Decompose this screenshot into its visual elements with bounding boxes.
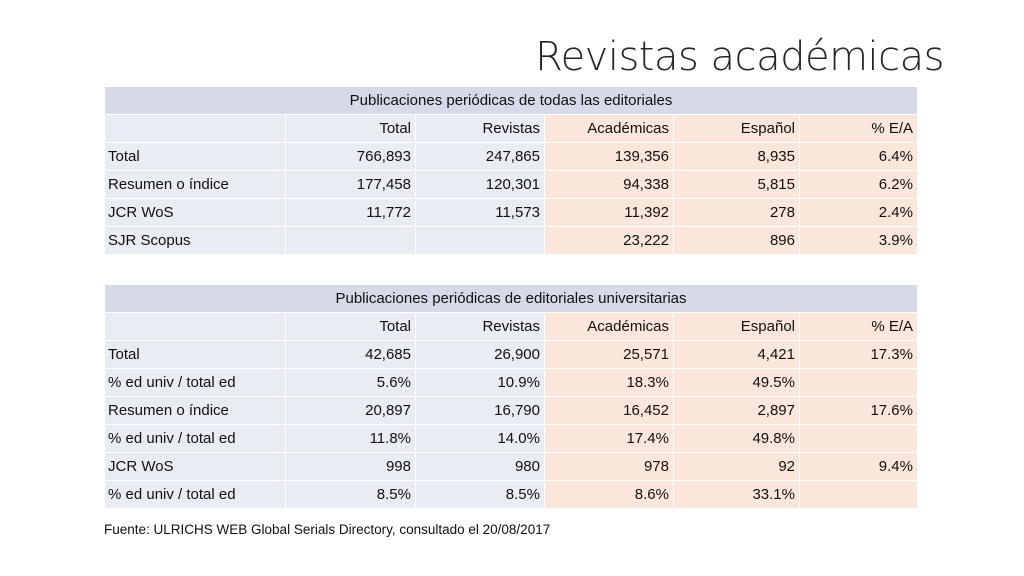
column-header: [104, 312, 286, 341]
table-cell: 8,935: [673, 142, 800, 171]
table-cell: 42,685: [285, 340, 416, 369]
table-caption: Publicaciones periódicas de todas las ed…: [104, 86, 918, 115]
table-cell: 11,772: [285, 198, 416, 227]
table-cell: 766,893: [285, 142, 416, 171]
row-label: JCR WoS: [104, 198, 286, 227]
table-cell: [799, 368, 918, 397]
table-cell: [415, 226, 545, 255]
table-header-row: Total Revistas Académicas Español% E/A: [104, 312, 918, 341]
table-row: Resumen o índice 20,897 16,790 16,452 2,897 1…: [104, 396, 918, 425]
table-cell: 8.6%: [544, 480, 674, 509]
table-cell: 20,897: [285, 396, 416, 425]
table-cell: 278: [673, 198, 800, 227]
table-cell: 2.4%: [799, 198, 918, 227]
table-cell: 120,301: [415, 170, 545, 199]
table-cell: 14.0%: [415, 424, 545, 453]
column-header: Revistas: [415, 312, 545, 341]
table-cell: [285, 226, 416, 255]
table-row: Resumen o índice 177,458 120,301 94,338 5,81…: [104, 170, 918, 199]
table-cell: 11,573: [415, 198, 545, 227]
table-cell: 247,865: [415, 142, 545, 171]
row-label: % ed univ / total ed: [104, 368, 286, 397]
table-cell: 23,222: [544, 226, 674, 255]
row-label: Total: [104, 142, 286, 171]
table-cell: 896: [673, 226, 800, 255]
row-label: Total: [104, 340, 286, 369]
row-label: % ed univ / total ed: [104, 424, 286, 453]
table-cell: 3.9%: [799, 226, 918, 255]
table-caption-row: Publicaciones periódicas de editoriales …: [104, 284, 918, 313]
column-header: % E/A: [799, 114, 918, 143]
table-row: JCR WoS 998 980 978 92 9.4%: [104, 452, 918, 481]
column-header: [104, 114, 286, 143]
table-university-publishers: Publicaciones periódicas de editoriales …: [104, 284, 918, 509]
table-cell: [799, 424, 918, 453]
column-header: Revistas: [415, 114, 545, 143]
table-cell: 978: [544, 452, 674, 481]
table-cell: 11,392: [544, 198, 674, 227]
table-row: % ed univ / total ed 8.5% 8.5% 8.6% 33.1%: [104, 480, 918, 509]
table-cell: 8.5%: [285, 480, 416, 509]
slide-title: Revistas académicas: [535, 34, 944, 80]
table-caption-row: Publicaciones periódicas de todas las ed…: [104, 86, 918, 115]
table-cell: 2,897: [673, 396, 800, 425]
table-cell: 139,356: [544, 142, 674, 171]
table-cell: 16,452: [544, 396, 674, 425]
table-cell: 16,790: [415, 396, 545, 425]
column-header: Académicas: [544, 114, 674, 143]
table-cell: 49.5%: [673, 368, 800, 397]
table-cell: 17.4%: [544, 424, 674, 453]
table-row: SJR Scopus 23,222 896 3.9%: [104, 226, 918, 255]
table-caption: Publicaciones periódicas de editoriales …: [104, 284, 918, 313]
table-cell: 4,421: [673, 340, 800, 369]
table-cell: 11.8%: [285, 424, 416, 453]
table-header-row: Total Revistas Académicas Español% E/A: [104, 114, 918, 143]
row-label: Resumen o índice: [104, 170, 286, 199]
table-cell: 94,338: [544, 170, 674, 199]
column-header: Español: [673, 114, 800, 143]
table-row: JCR WoS 11,772 11,573 11,392 278 2.4%: [104, 198, 918, 227]
table-cell: 5,815: [673, 170, 800, 199]
table-cell: 17.6%: [799, 396, 918, 425]
column-header: Total: [285, 114, 416, 143]
table-cell: 998: [285, 452, 416, 481]
table-cell: 9.4%: [799, 452, 918, 481]
table-cell: 26,900: [415, 340, 545, 369]
table-cell: 177,458: [285, 170, 416, 199]
table-cell: 17.3%: [799, 340, 918, 369]
table-row: Total 766,893 247,865 139,356 8,935 6.4%: [104, 142, 918, 171]
table-all-publishers: Publicaciones periódicas de todas las ed…: [104, 86, 918, 255]
row-label: % ed univ / total ed: [104, 480, 286, 509]
table-cell: 18.3%: [544, 368, 674, 397]
table-cell: 49.8%: [673, 424, 800, 453]
table-cell: 10.9%: [415, 368, 545, 397]
table-cell: 6.2%: [799, 170, 918, 199]
table-cell: 6.4%: [799, 142, 918, 171]
table-row: % ed univ / total ed 5.6% 10.9% 18.3% 49.5%: [104, 368, 918, 397]
table-row: Total 42,685 26,900 25,571 4,421 17.3%: [104, 340, 918, 369]
column-header: Total: [285, 312, 416, 341]
column-header: % E/A: [799, 312, 918, 341]
table-cell: 25,571: [544, 340, 674, 369]
table-cell: 33.1%: [673, 480, 800, 509]
table-cell: 8.5%: [415, 480, 545, 509]
table-cell: [799, 480, 918, 509]
row-label: JCR WoS: [104, 452, 286, 481]
row-label: SJR Scopus: [104, 226, 286, 255]
source-note: Fuente: ULRICHS WEB Global Serials Direc…: [104, 522, 551, 537]
row-label: Resumen o índice: [104, 396, 286, 425]
column-header: Académicas: [544, 312, 674, 341]
column-header: Español: [673, 312, 800, 341]
table-cell: 980: [415, 452, 545, 481]
table-row: % ed univ / total ed 11.8% 14.0% 17.4% 49.8%: [104, 424, 918, 453]
table-cell: 5.6%: [285, 368, 416, 397]
table-cell: 92: [673, 452, 800, 481]
